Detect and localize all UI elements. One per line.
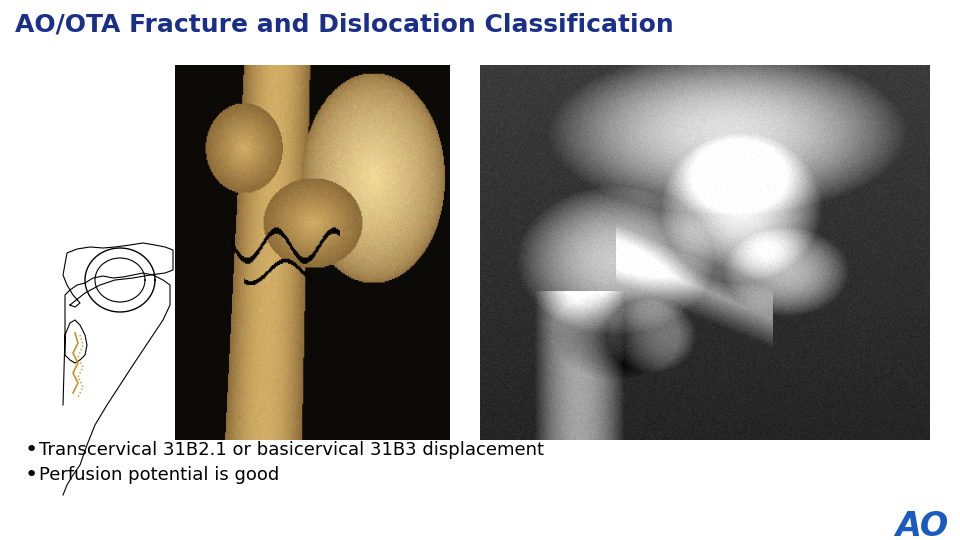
Bar	[465, 65, 945, 440]
Polygon shape	[63, 273, 170, 495]
Text: 31B3: 31B3	[871, 414, 922, 432]
Text: AO: AO	[895, 510, 948, 540]
Text: AO/OTA Fracture and Dislocation Classification: AO/OTA Fracture and Dislocation Classifi…	[15, 12, 674, 36]
Text: •: •	[25, 440, 38, 460]
Text: 31B2.1: 31B2.1	[378, 414, 442, 432]
Polygon shape	[63, 243, 173, 307]
Bar	[15, 65, 450, 440]
Text: Transcervical 31B2.1 or basicervical 31B3 displacement: Transcervical 31B2.1 or basicervical 31B…	[39, 441, 544, 459]
Text: Perfusion potential is good: Perfusion potential is good	[39, 466, 279, 484]
Text: •: •	[25, 465, 38, 485]
Bar	[15, 65, 175, 440]
